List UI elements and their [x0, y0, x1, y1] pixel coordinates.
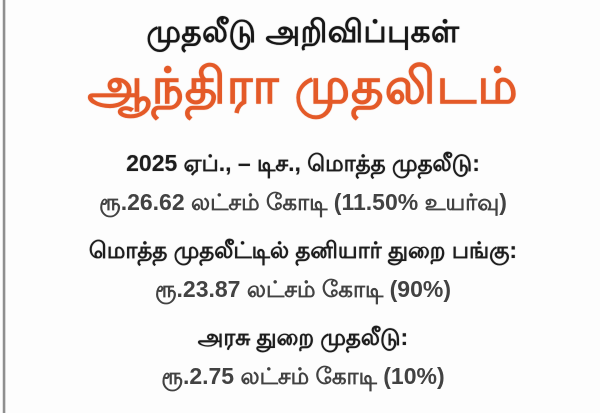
section-title: முதலீடு அறிவிப்புகள்: [146, 14, 460, 49]
stat-value: ரூ.23.87 லட்சம் கோடி (90%): [154, 276, 452, 302]
stat-total-investment: 2025 ஏப்., – டிச., மொத்த முதலீடு: ரூ.26.…: [6, 144, 600, 222]
stat-private-sector-share: மொத்த முதலீட்டில் தனியார் துறை பங்கு: ரூ…: [6, 231, 600, 309]
left-column-rule: [3, 0, 5, 413]
stat-value: ரூ.26.62 லட்சம் கோடி (11.50% உயர்வு): [99, 189, 507, 215]
infographic-content: முதலீடு அறிவிப்புகள் ஆந்திரா முதலிடம் 20…: [6, 0, 600, 413]
masthead: முதலீடு அறிவிப்புகள் ஆந்திரா முதலிடம்: [6, 0, 600, 118]
main-headline: ஆந்திரா முதலிடம்: [87, 58, 519, 114]
stat-value: ரூ.2.75 லட்சம் கோடி (10%): [161, 363, 445, 389]
stat-label: மொத்த முதலீட்டில் தனியார் துறை பங்கு:: [88, 237, 518, 263]
stat-label: அரசு துறை முதலீடு:: [197, 324, 409, 350]
stats-list: 2025 ஏப்., – டிச., மொத்த முதலீடு: ரூ.26.…: [6, 144, 600, 396]
stat-label: 2025 ஏப்., – டிச., மொத்த முதலீடு:: [126, 150, 480, 176]
stat-government-sector: அரசு துறை முதலீடு: ரூ.2.75 லட்சம் கோடி (…: [6, 318, 600, 396]
